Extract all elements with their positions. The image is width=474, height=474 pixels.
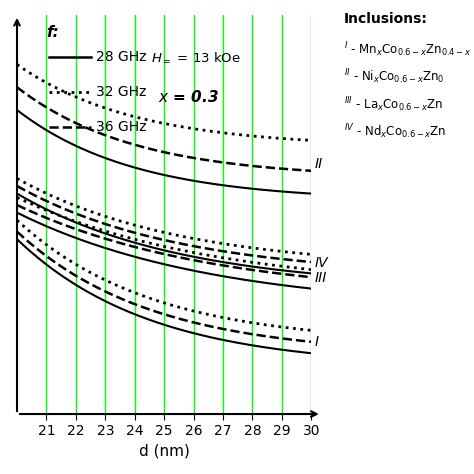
Text: I: I	[314, 335, 319, 349]
Text: II: II	[314, 157, 322, 172]
Text: 36 GHz: 36 GHz	[97, 120, 147, 134]
Text: $^{\mathit{IV}}$ - Nd$_x$Co$_{0.6-x}$Zn: $^{\mathit{IV}}$ - Nd$_x$Co$_{0.6-x}$Zn	[344, 123, 446, 141]
Text: III: III	[314, 272, 327, 285]
Text: $^{\mathit{I}}$ - Mn$_x$Co$_{0.6-x}$Zn$_{0.4-x}$: $^{\mathit{I}}$ - Mn$_x$Co$_{0.6-x}$Zn$_…	[344, 40, 471, 59]
Text: $^{\mathit{III}}$ - La$_x$Co$_{0.6-x}$Zn: $^{\mathit{III}}$ - La$_x$Co$_{0.6-x}$Zn	[344, 95, 443, 114]
Text: Inclusions:: Inclusions:	[344, 12, 428, 26]
Text: 32 GHz: 32 GHz	[97, 85, 147, 99]
Text: 28 GHz: 28 GHz	[97, 50, 147, 64]
Text: IV: IV	[314, 256, 328, 270]
Text: $^{\mathit{II}}$ - Ni$_x$Co$_{0.6-x}$Zn$_0$: $^{\mathit{II}}$ - Ni$_x$Co$_{0.6-x}$Zn$…	[344, 68, 444, 86]
Text: $\mathit{x}$ = 0.3: $\mathit{x}$ = 0.3	[158, 89, 219, 105]
Text: f:: f:	[46, 25, 59, 40]
X-axis label: d (nm): d (nm)	[139, 444, 190, 459]
Text: $\mathit{H}_{=}$ = 13 kOe: $\mathit{H}_{=}$ = 13 kOe	[151, 50, 241, 64]
